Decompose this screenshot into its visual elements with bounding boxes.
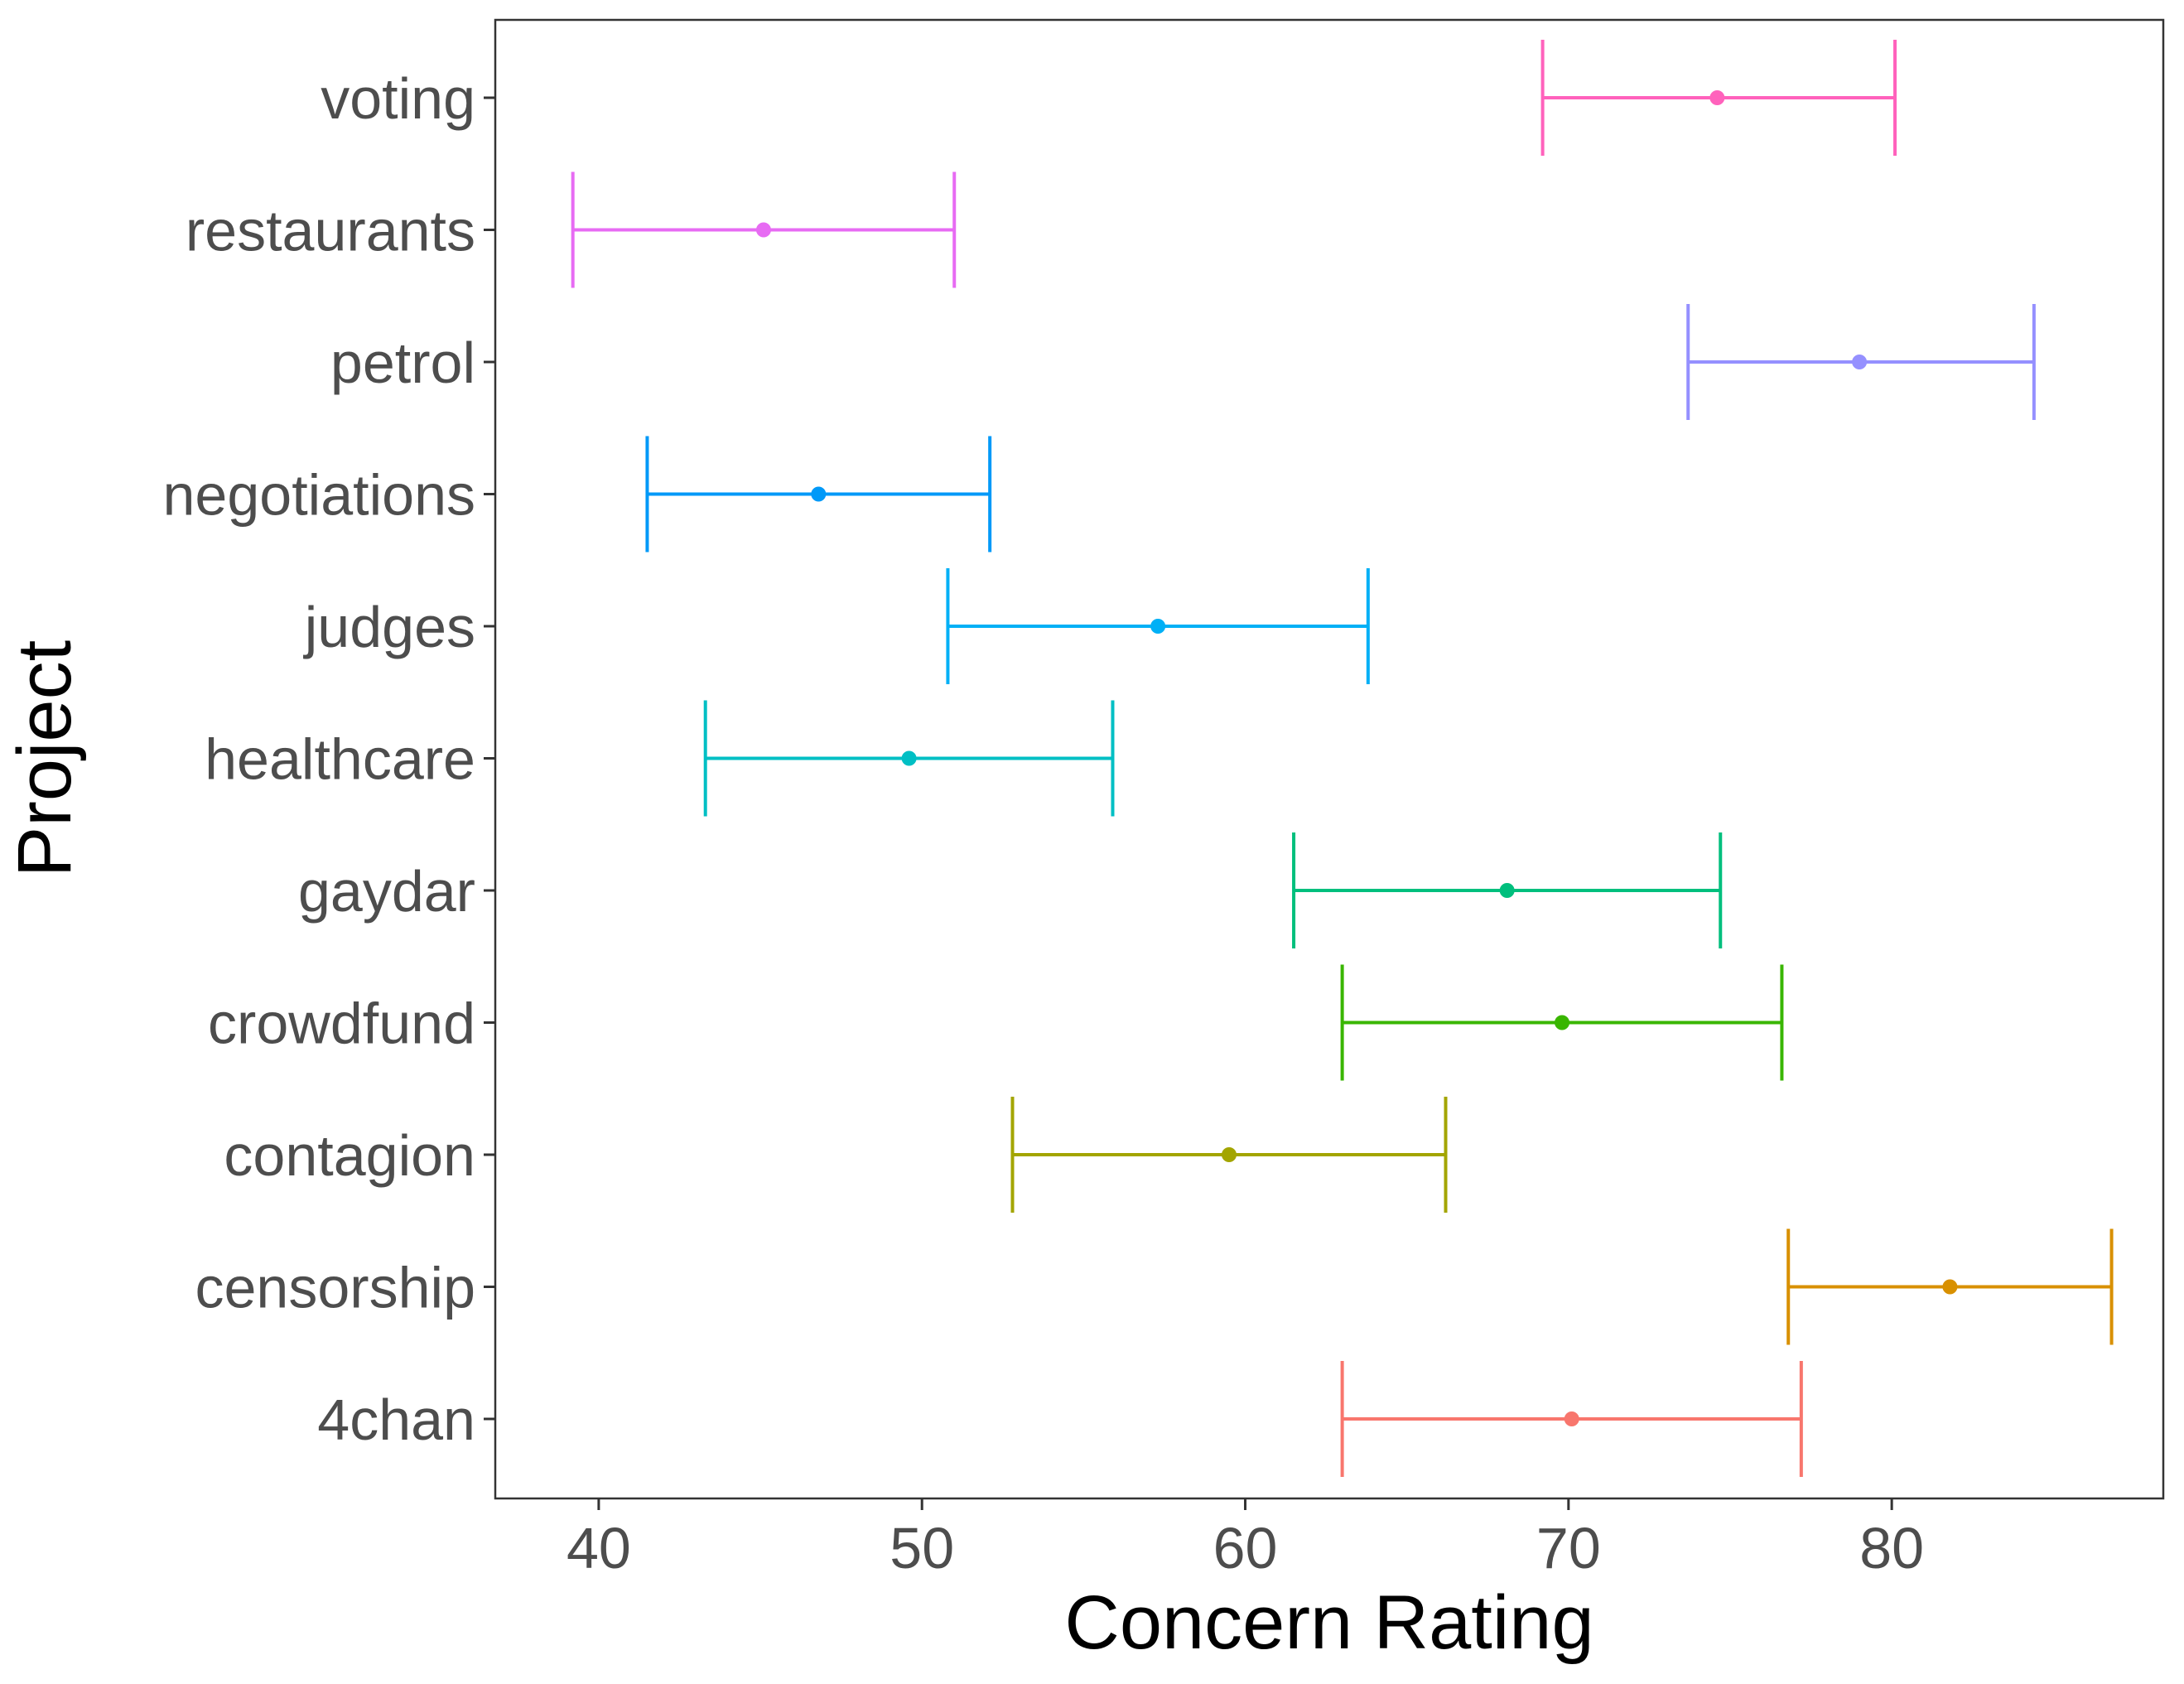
mean-point <box>1564 1411 1579 1426</box>
mean-point <box>1942 1279 1958 1295</box>
x-tick-label: 60 <box>1213 1516 1278 1580</box>
y-axis: 4chan censorship contagion crowdfund gaydar h… <box>162 66 495 1452</box>
x-tick-label: 70 <box>1536 1516 1601 1580</box>
errorbar-petrol <box>1686 304 2036 420</box>
mean-point <box>901 750 917 766</box>
errorbar-censorship <box>1786 1228 2114 1345</box>
mean-point <box>811 486 827 502</box>
errorbar-crowdfund <box>1340 964 1784 1081</box>
errorbar-4chan <box>1340 1361 1803 1477</box>
errorbar-gaydar <box>1292 832 1723 948</box>
mean-point <box>1555 1015 1570 1030</box>
errorbar-contagion <box>1010 1097 1448 1213</box>
x-tick-label: 40 <box>566 1516 631 1580</box>
y-tick-label: voting <box>321 66 475 131</box>
y-tick-label: contagion <box>224 1123 475 1188</box>
y-tick-label: gaydar <box>298 859 475 924</box>
marks-layer <box>571 40 2114 1477</box>
x-tick-label: 80 <box>1859 1516 1924 1580</box>
y-tick-label: judges <box>303 595 475 659</box>
y-tick-label: healthcare <box>205 727 475 792</box>
y-tick-label: petrol <box>330 331 475 395</box>
mean-point <box>1709 90 1725 105</box>
errorbar-negotiations <box>645 436 992 552</box>
mean-point <box>1222 1147 1237 1162</box>
mean-point <box>1499 883 1515 898</box>
errorbar-restaurants <box>571 171 957 288</box>
y-tick-label: crowdfund <box>208 992 475 1056</box>
x-axis: 40 50 60 70 80 <box>566 1498 1924 1580</box>
y-tick-label: negotiations <box>162 463 475 528</box>
x-tick-label: 50 <box>890 1516 954 1580</box>
x-axis-title: Concern Rating <box>1064 1580 1593 1665</box>
mean-point <box>1852 355 1868 369</box>
y-tick-label: 4chan <box>317 1387 475 1452</box>
y-tick-label: restaurants <box>186 199 475 263</box>
mean-point <box>755 222 771 238</box>
y-axis-title: Project <box>2 640 87 877</box>
errorbar-healthcare <box>703 700 1115 817</box>
mean-point <box>1150 619 1166 634</box>
errorbar-judges <box>946 568 1370 684</box>
y-tick-label: censorship <box>195 1256 475 1320</box>
errorbar-voting <box>1540 40 1897 156</box>
